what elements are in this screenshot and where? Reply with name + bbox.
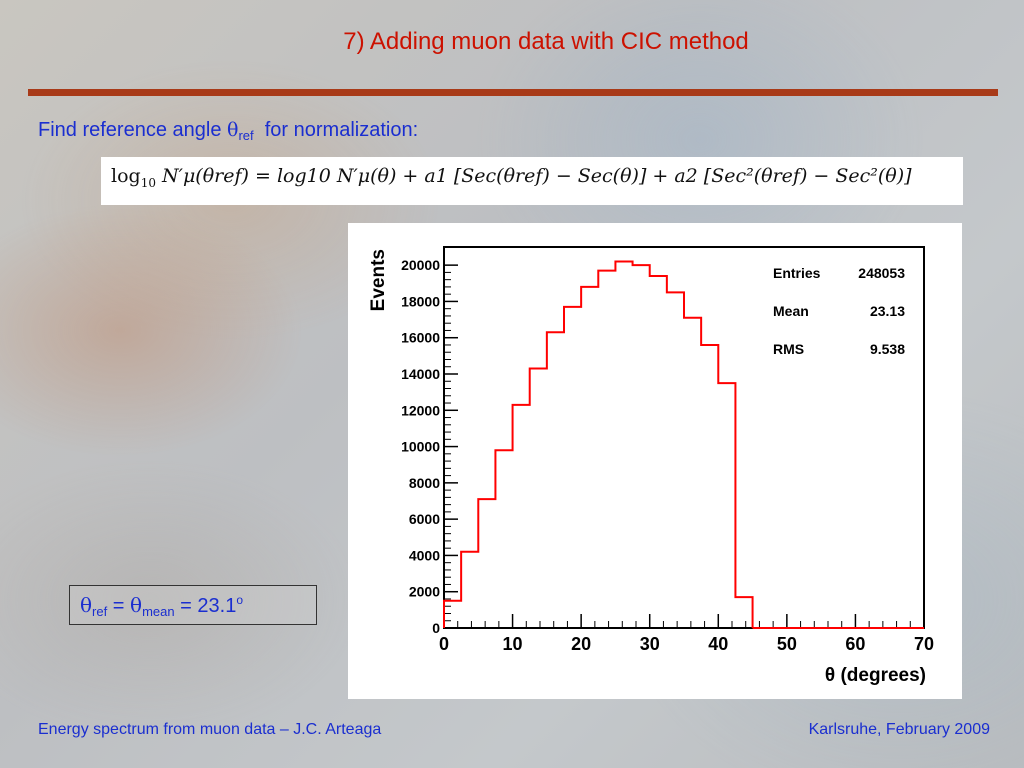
- result-sub-ref: ref: [92, 604, 108, 619]
- plot-panel: 0 2000 4000 6000 8000 10000 12000 14000 16000 180…: [348, 223, 962, 699]
- formula-log-base: 10: [140, 175, 156, 190]
- histogram-bin: [461, 552, 478, 628]
- histogram-chart: 0 2000 4000 6000 8000 10000 12000 14000 16000 180…: [368, 246, 934, 686]
- y-tick-label: 0: [432, 620, 440, 636]
- x-tick-label: 30: [640, 634, 660, 654]
- histogram-outline: [443, 260, 754, 628]
- title-divider: [28, 89, 998, 96]
- x-tick-label: 40: [708, 634, 728, 654]
- formula-lhs: N′μ(θref) =: [162, 165, 277, 187]
- stats-label: Entries: [773, 265, 821, 281]
- subtitle-suffix: for normalization:: [253, 119, 419, 141]
- stats-label: RMS: [773, 341, 804, 357]
- stats-label: Mean: [773, 303, 809, 319]
- histogram-bin: [701, 345, 718, 628]
- histogram-bin: [513, 405, 530, 628]
- formula-box: log10 N′μ(θref) = log10 N′μ(θ) + a1 [Sec…: [101, 157, 963, 205]
- y-tick-label: 2000: [409, 584, 440, 600]
- x-tick-label: 50: [777, 634, 797, 654]
- x-tick-label: 0: [439, 634, 449, 654]
- subtitle-theta: θ: [227, 119, 239, 141]
- histogram-bin: [598, 271, 615, 628]
- subtitle: Find reference angle θref for normalizat…: [38, 119, 418, 143]
- formula: log10 N′μ(θref) = log10 N′μ(θ) + a1 [Sec…: [111, 165, 912, 190]
- result-value: = 23.1: [174, 595, 237, 617]
- stats-value: 23.13: [870, 303, 905, 319]
- histogram-bin: [615, 262, 632, 628]
- formula-rhs: log10 N′μ(θ) + a1 [Sec(θref) − Sec(θ)] +…: [276, 165, 912, 187]
- footer-left: Energy spectrum from muon data – J.C. Ar…: [38, 721, 382, 738]
- result-theta-mean: θ: [130, 593, 143, 617]
- histogram-bin: [684, 318, 701, 628]
- histogram-bin: [581, 287, 598, 628]
- slide-title: 7) Adding muon data with CIC method: [343, 28, 749, 55]
- formula-log: log: [111, 165, 141, 187]
- x-tick-label: 20: [571, 634, 591, 654]
- subtitle-sub: ref: [238, 128, 254, 143]
- x-tick-label: 60: [845, 634, 865, 654]
- x-tick-label: 70: [914, 634, 934, 654]
- result-degree: o: [236, 593, 243, 607]
- stats-value: 9.538: [870, 341, 905, 357]
- y-tick-label: 18000: [401, 293, 440, 309]
- y-tick-label: 10000: [401, 439, 440, 455]
- histogram-bin: [667, 292, 684, 628]
- y-tick-label: 6000: [409, 511, 440, 527]
- y-tick-label: 16000: [401, 330, 440, 346]
- histogram-bin: [478, 499, 495, 628]
- histogram-bin: [564, 307, 581, 628]
- x-axis-label: θ (degrees): [825, 665, 926, 686]
- y-tick-label: 4000: [409, 547, 440, 563]
- histogram-bin: [718, 383, 735, 628]
- histogram-bin: [495, 450, 512, 628]
- histogram-bin: [735, 597, 752, 628]
- y-tick-label: 20000: [401, 257, 440, 273]
- subtitle-prefix: Find reference angle: [38, 119, 228, 141]
- histogram-bin: [650, 276, 667, 628]
- y-tick-label: 8000: [409, 475, 440, 491]
- result-theta-ref: θ: [80, 593, 93, 617]
- histogram-bin: [530, 369, 547, 628]
- y-tick-label: 14000: [401, 366, 440, 382]
- y-tick-label: 12000: [401, 402, 440, 418]
- result-text: θref = θmean = 23.1o: [80, 593, 243, 619]
- x-tick-label: 10: [503, 634, 523, 654]
- stats-value: 248053: [858, 265, 905, 281]
- footer-right: Karlsruhe, February 2009: [808, 721, 990, 738]
- result-box: θref = θmean = 23.1o: [69, 585, 317, 625]
- plot-frame: [443, 246, 925, 629]
- histogram-bin: [444, 601, 461, 628]
- result-eq1: =: [107, 595, 131, 617]
- histogram-bin: [633, 265, 650, 628]
- y-axis-label: Events: [368, 249, 389, 311]
- histogram-bin: [547, 332, 564, 628]
- result-sub-mean: mean: [142, 604, 175, 619]
